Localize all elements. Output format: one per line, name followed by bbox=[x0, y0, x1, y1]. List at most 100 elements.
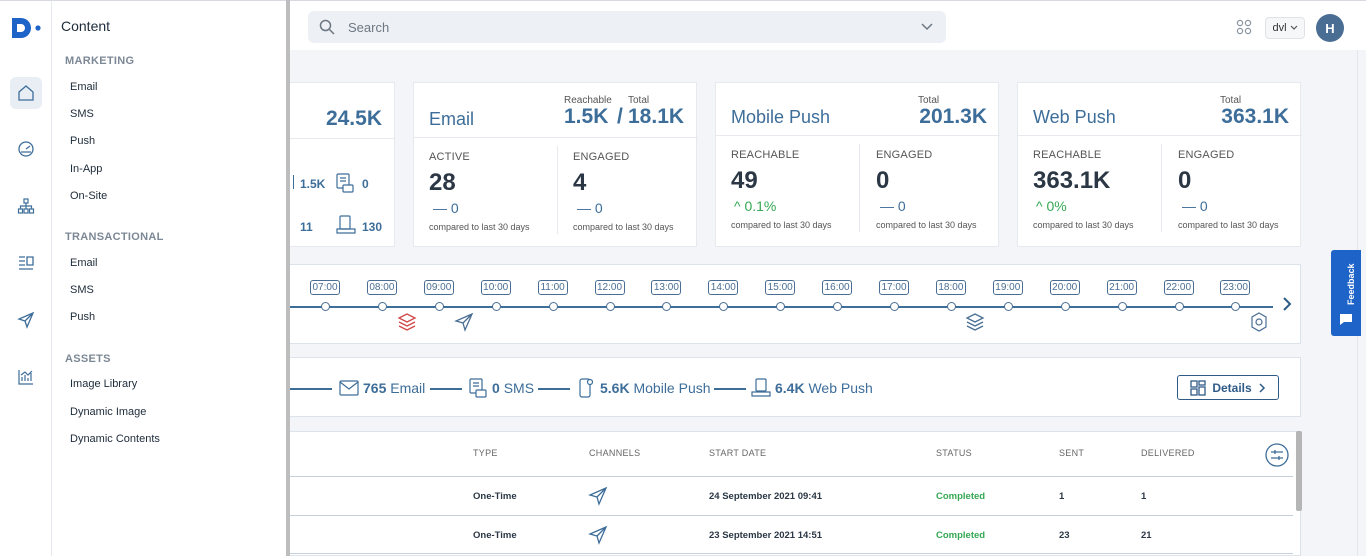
analytics-icon[interactable] bbox=[10, 361, 42, 393]
chevron-right-icon[interactable] bbox=[1281, 296, 1293, 312]
email-engaged-value: 4 bbox=[573, 169, 587, 196]
timeline-hour-label: 08:00 bbox=[366, 280, 397, 295]
menu-item-transactional-push[interactable]: Push bbox=[70, 311, 96, 323]
web-engaged-compare: compared to last 30 days bbox=[1178, 220, 1279, 230]
row-status: Completed bbox=[936, 491, 986, 502]
onsite-icon bbox=[336, 215, 356, 234]
content-icon[interactable] bbox=[10, 247, 42, 279]
table-row[interactable]: One-Time 24 September 2021 09:41 Complet… bbox=[290, 476, 1293, 515]
timeline-hour-marker[interactable] bbox=[946, 302, 956, 311]
header-delivered[interactable]: DELIVERED bbox=[1141, 448, 1195, 458]
timeline-hour-marker[interactable] bbox=[890, 302, 899, 311]
row-start-date: 23 September 2021 14:51 bbox=[709, 530, 823, 541]
timeline-hour-marker[interactable] bbox=[1231, 302, 1241, 311]
overview-sms-count: 1.5K bbox=[300, 177, 326, 191]
brand-logo[interactable] bbox=[10, 15, 44, 41]
summary-web-label: Web Push bbox=[808, 380, 873, 396]
mobile-reachable-compare: compared to last 30 days bbox=[731, 220, 832, 230]
timeline-hour-label: 20:00 bbox=[1049, 280, 1080, 295]
search-input[interactable] bbox=[348, 11, 908, 43]
header-channels[interactable]: CHANNELS bbox=[589, 448, 641, 458]
overview-push-count: 0 bbox=[362, 177, 369, 191]
search-icon bbox=[319, 19, 335, 35]
send-icon[interactable] bbox=[454, 312, 474, 332]
column-settings-icon[interactable] bbox=[1265, 443, 1289, 467]
menu-item-marketing-sms[interactable]: SMS bbox=[70, 108, 94, 120]
timeline-hour-marker[interactable] bbox=[1117, 302, 1127, 311]
feedback-label: Feedback bbox=[1346, 263, 1356, 305]
dashboard-icon[interactable] bbox=[10, 133, 42, 165]
email-engaged-delta: — 0 bbox=[577, 200, 603, 216]
menu-item-transactional-sms[interactable]: SMS bbox=[70, 284, 94, 296]
header-type[interactable]: TYPE bbox=[473, 448, 498, 458]
user-avatar[interactable]: H bbox=[1316, 14, 1344, 42]
mobile-reachable-label: REACHABLE bbox=[731, 149, 800, 161]
overview-onsite-count: 130 bbox=[362, 220, 383, 234]
layers-icon[interactable] bbox=[397, 312, 417, 332]
automation-icon[interactable] bbox=[1250, 312, 1268, 332]
email-active-label: ACTIVE bbox=[429, 151, 470, 163]
feedback-tab[interactable]: Feedback bbox=[1331, 250, 1361, 336]
overview-inapp-count: 11 bbox=[300, 220, 313, 234]
timeline-hour-marker[interactable] bbox=[662, 302, 672, 311]
timeline-hour-marker[interactable] bbox=[377, 302, 387, 311]
summary-sms-label: SMS bbox=[503, 380, 535, 396]
timeline-hour-marker[interactable] bbox=[605, 302, 615, 311]
email-active-compare: compared to last 30 days bbox=[429, 222, 530, 232]
web-push-icon bbox=[751, 378, 771, 397]
mobile-push-icon bbox=[579, 378, 593, 398]
home-icon[interactable] bbox=[10, 77, 42, 109]
section-transactional: TRANSACTIONAL bbox=[65, 231, 164, 243]
email-card-title: Email bbox=[429, 109, 475, 129]
row-delivered: 21 bbox=[1141, 530, 1152, 541]
timeline-hour-label: 19:00 bbox=[992, 280, 1023, 295]
timeline-hour-label: 21:00 bbox=[1106, 280, 1137, 295]
timeline-hour-marker[interactable] bbox=[776, 302, 786, 311]
details-button[interactable]: Details bbox=[1177, 375, 1279, 400]
table-scrollbar[interactable] bbox=[1296, 431, 1302, 511]
timeline-hour-marker[interactable] bbox=[719, 302, 729, 311]
menu-item-dynamic-contents[interactable]: Dynamic Contents bbox=[70, 433, 160, 445]
timeline-hour-label: 17:00 bbox=[879, 280, 909, 295]
header-start-date[interactable]: START DATE bbox=[709, 448, 767, 458]
header-sent[interactable]: SENT bbox=[1059, 448, 1085, 458]
menu-item-transactional-email[interactable]: Email bbox=[70, 257, 98, 269]
header-status[interactable]: STATUS bbox=[936, 448, 972, 458]
row-sent: 1 bbox=[1059, 491, 1065, 502]
menu-item-marketing-email[interactable]: Email bbox=[70, 81, 98, 93]
mobile-engaged-value: 0 bbox=[876, 167, 890, 194]
menu-item-marketing-push[interactable]: Push bbox=[70, 135, 96, 147]
apps-grid-icon[interactable] bbox=[1236, 19, 1252, 35]
search-box[interactable] bbox=[308, 11, 946, 43]
timeline-hour-marker[interactable] bbox=[321, 302, 330, 311]
menu-item-marketing-onsite[interactable]: On-Site bbox=[70, 190, 108, 202]
email-icon bbox=[339, 380, 359, 396]
menu-item-dynamic-image[interactable]: Dynamic Image bbox=[70, 406, 147, 418]
sitemap-icon[interactable] bbox=[10, 190, 42, 222]
row-status: Completed bbox=[936, 530, 986, 541]
menu-item-marketing-inapp[interactable]: In-App bbox=[70, 163, 103, 175]
menu-item-image-library[interactable]: Image Library bbox=[70, 378, 138, 390]
web-total-value: 363.1K bbox=[1221, 105, 1289, 128]
timeline-hour-marker[interactable] bbox=[491, 302, 501, 311]
timeline-hour-marker[interactable] bbox=[833, 302, 843, 311]
timeline-hour-label: 23:00 bbox=[1220, 280, 1251, 295]
overview-card: 24.5K 1.5K 0 11 130 bbox=[290, 82, 395, 247]
flyout-resize-handle[interactable] bbox=[286, 0, 290, 556]
timeline-hour-marker[interactable] bbox=[548, 302, 558, 311]
layers-icon[interactable] bbox=[965, 312, 985, 332]
timeline-hour-label: 14:00 bbox=[708, 280, 739, 295]
timeline-hour-marker[interactable] bbox=[1060, 302, 1070, 311]
web-engaged-delta: — 0 bbox=[1182, 198, 1208, 214]
timeline-hour-marker[interactable] bbox=[1174, 302, 1184, 311]
email-engaged-label: ENGAGED bbox=[573, 151, 630, 163]
workspace-selector[interactable]: dvl bbox=[1265, 17, 1305, 39]
table-row[interactable]: One-Time 23 September 2021 14:51 Complet… bbox=[290, 515, 1293, 554]
chevron-down-icon[interactable] bbox=[920, 21, 934, 33]
timeline-hour-marker[interactable] bbox=[434, 302, 444, 311]
send-icon[interactable] bbox=[10, 304, 42, 336]
timeline-hour-label: 10:00 bbox=[480, 280, 511, 295]
timeline-hour-marker[interactable] bbox=[1003, 302, 1013, 311]
email-reachable-label: Reachable bbox=[564, 95, 612, 106]
details-label: Details bbox=[1212, 380, 1252, 395]
